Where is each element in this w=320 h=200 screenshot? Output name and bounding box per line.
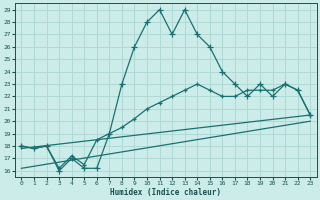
X-axis label: Humidex (Indice chaleur): Humidex (Indice chaleur) — [110, 188, 221, 197]
